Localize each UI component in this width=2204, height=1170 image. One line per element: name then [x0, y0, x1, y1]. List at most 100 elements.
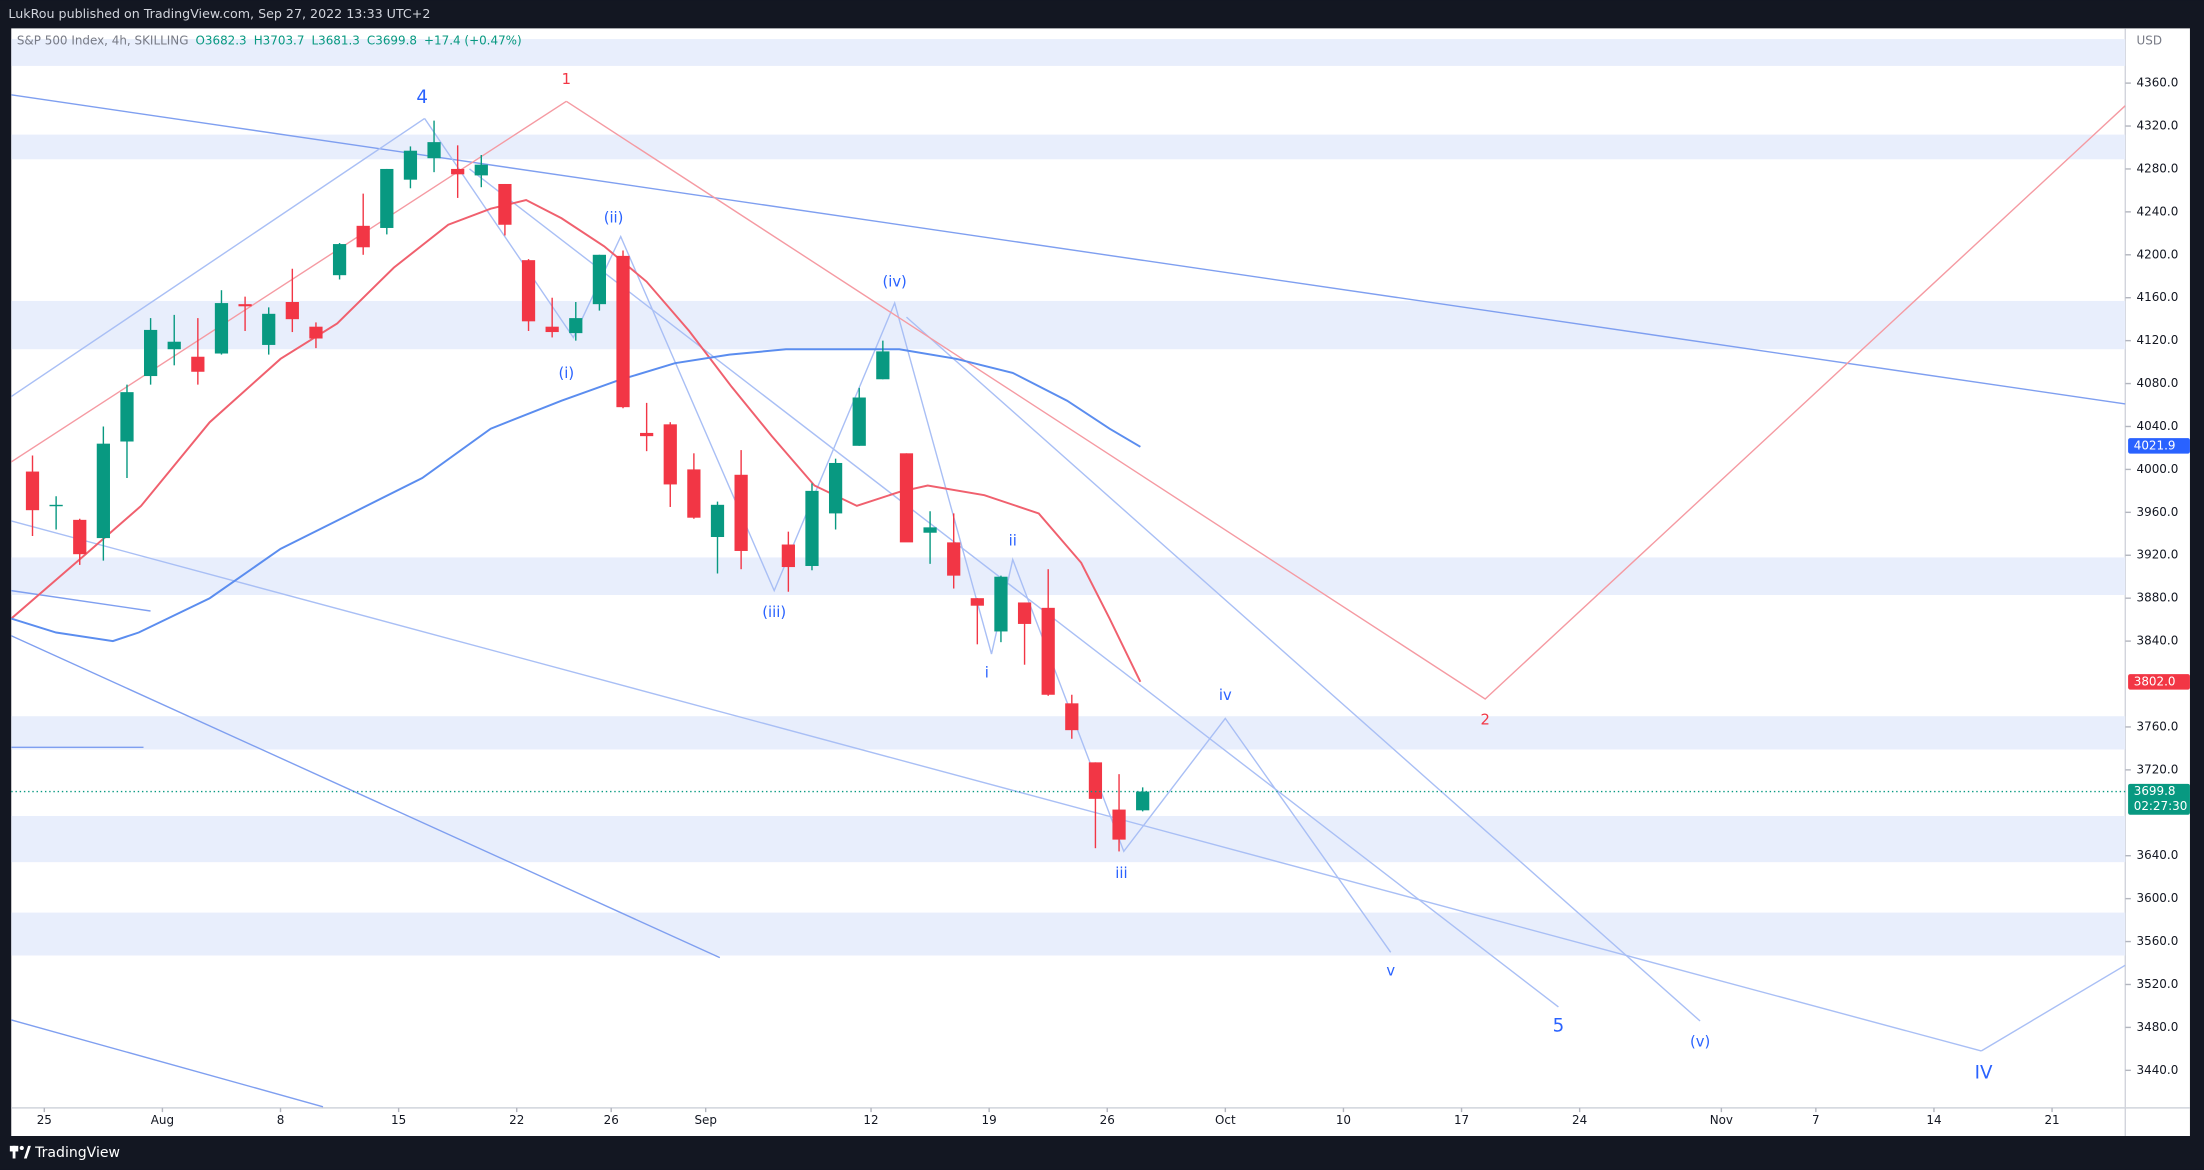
trend-line [11, 635, 721, 959]
wave-label: iv [1219, 687, 1232, 704]
y-tick-label: 3560.0 [2137, 934, 2179, 948]
y-tick-label: 3920.0 [2137, 548, 2179, 562]
candle-body [49, 504, 63, 507]
price-marker [2128, 674, 2190, 690]
candle-body [994, 576, 1008, 632]
wave-label: (iv) [882, 274, 906, 291]
wave-label: 2 [1480, 712, 1489, 729]
y-tick-label: 4160.0 [2137, 290, 2179, 304]
candle-body [569, 318, 583, 334]
countdown: 02:27:30 [2134, 799, 2188, 813]
candle-body [25, 471, 40, 511]
wave-label: 1 [562, 71, 571, 88]
candle-body [545, 326, 559, 333]
trend-line [565, 100, 2126, 700]
wave-label: IV [1975, 1063, 1993, 1084]
wave-label: (ii) [604, 209, 624, 226]
y-tick-label: 4320.0 [2137, 119, 2179, 133]
zone [11, 557, 2126, 595]
y-tick-label: 3960.0 [2137, 505, 2179, 519]
x-tick-label: 25 [37, 1113, 52, 1127]
x-tick-label: Nov [1710, 1113, 1733, 1127]
price-marker-label: 4021.9 [2134, 438, 2176, 452]
price-marker-label: 3699.8 [2134, 784, 2176, 798]
y-tick-label: 3720.0 [2137, 762, 2179, 776]
legend: S&P 500 Index, 4h, SKILLING O3682.3 H3703.… [17, 34, 522, 48]
candle-body [805, 490, 819, 566]
y-tick-label: 3640.0 [2137, 848, 2179, 862]
candle-body [734, 474, 748, 551]
price-marker-label: 3802.0 [2134, 674, 2176, 688]
x-tick-label: 26 [1100, 1113, 1115, 1127]
trend-line [11, 1019, 324, 1108]
candle-body [1041, 607, 1055, 695]
candle-body [214, 303, 229, 354]
y-tick-label: 3840.0 [2137, 634, 2179, 648]
price-marker [2128, 783, 2190, 815]
trend-line [11, 520, 1982, 1052]
candle-body [616, 255, 630, 408]
wave-label: ii [1009, 532, 1017, 549]
candle-body [474, 164, 488, 176]
candle-body [191, 356, 205, 372]
candle-body [167, 341, 181, 350]
candle-body [640, 432, 654, 437]
x-tick-label: Sep [694, 1113, 717, 1127]
wave-label: v [1386, 963, 1395, 980]
x-tick-label: 14 [1926, 1113, 1941, 1127]
zone [11, 134, 2126, 160]
brand-logo [9, 1145, 31, 1159]
x-tick-label: Aug [151, 1113, 174, 1127]
candle-body [876, 351, 890, 380]
candle-body [356, 225, 370, 248]
trend-line [11, 589, 151, 612]
wave-label: iii [1115, 865, 1127, 882]
candle-body [923, 527, 937, 533]
candle-body [970, 598, 984, 606]
x-tick-label: 17 [1454, 1113, 1469, 1127]
candle-body [852, 397, 866, 446]
ohlc-value: O3682.3 [195, 34, 246, 48]
y-tick-label: 3600.0 [2137, 891, 2179, 905]
candle-body [427, 142, 441, 159]
y-tick-label: 3760.0 [2137, 719, 2179, 733]
x-tick-label: 8 [277, 1113, 285, 1127]
trend-line [469, 168, 1559, 1008]
candle-body [663, 424, 677, 485]
y-tick-label: 4080.0 [2137, 376, 2179, 390]
candle-body [498, 183, 512, 225]
y-tick-label: 3440.0 [2137, 1063, 2179, 1077]
wave-label: 4 [416, 87, 428, 108]
currency: USD [2137, 34, 2163, 48]
zone [11, 300, 2126, 350]
y-tick-label: 4360.0 [2137, 76, 2179, 90]
y-tick-label: 4000.0 [2137, 462, 2179, 476]
x-tick-label: Oct [1215, 1113, 1236, 1127]
wave-label: (v) [1690, 1033, 1710, 1050]
candle-body [143, 329, 158, 377]
x-tick-label: 19 [982, 1113, 997, 1127]
x-tick-label: 12 [863, 1113, 878, 1127]
candle-body [710, 504, 725, 538]
candle-body [899, 453, 914, 543]
candle-body [332, 244, 347, 276]
trend-line [906, 316, 1701, 1022]
published-note: LukRou published on TradingView.com, Sep… [8, 6, 430, 21]
trend-line [11, 100, 567, 463]
ohlc-value: L3681.3 [311, 34, 359, 48]
candle-body [521, 260, 536, 322]
trend-line [11, 117, 426, 398]
candle-body [285, 302, 299, 320]
y-tick-label: 4280.0 [2137, 161, 2179, 175]
candle-body [687, 469, 701, 518]
candle-body [403, 150, 418, 180]
candle-body [781, 544, 795, 568]
price-marker [2128, 438, 2190, 454]
candle-body [947, 542, 961, 576]
candle-body [262, 313, 276, 345]
trend-line [11, 94, 2126, 405]
candle-body [451, 168, 465, 175]
y-tick-label: 4200.0 [2137, 247, 2179, 261]
